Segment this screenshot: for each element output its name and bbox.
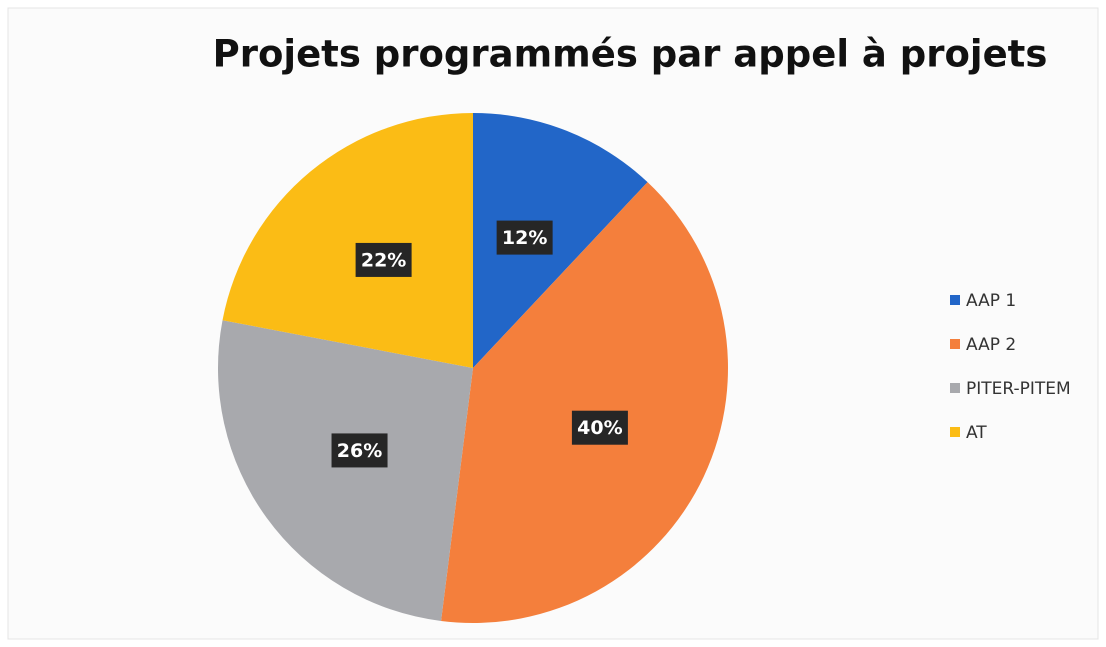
value-label: 22% xyxy=(361,249,406,271)
value-label-bg xyxy=(571,410,628,445)
pie-slice xyxy=(222,113,473,368)
value-label: 26% xyxy=(337,440,382,462)
value-label-bg xyxy=(496,220,553,255)
legend-swatch xyxy=(950,295,960,305)
pie-slice xyxy=(473,113,648,368)
value-label-bg xyxy=(331,433,388,468)
legend-label: PITER-PITEM xyxy=(966,379,1071,399)
legend-label: AT xyxy=(966,423,987,443)
legend-swatch xyxy=(950,339,960,349)
chart-title: Projets programmés par appel à projets xyxy=(213,33,1048,76)
value-label: 40% xyxy=(577,417,622,439)
pie-slice xyxy=(441,182,729,624)
legend-swatch xyxy=(950,427,960,437)
legend-label: AAP 2 xyxy=(966,335,1016,355)
value-label: 12% xyxy=(502,227,547,249)
legend-label: AAP 1 xyxy=(966,291,1016,311)
pie-slice xyxy=(218,320,473,621)
legend-swatch xyxy=(950,383,960,393)
value-label-bg xyxy=(355,242,412,277)
